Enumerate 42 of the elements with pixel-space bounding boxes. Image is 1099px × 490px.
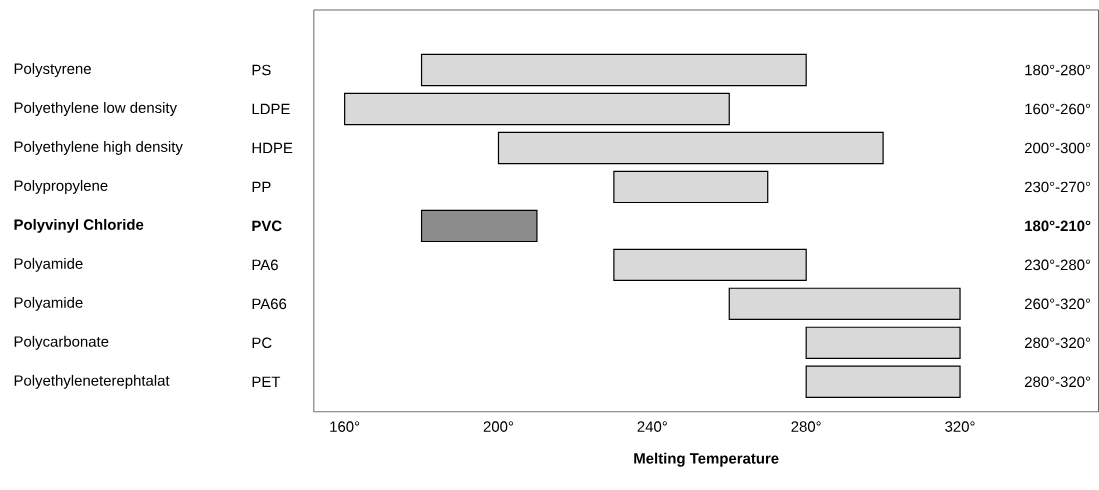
x-tick-label: 200° [483, 421, 514, 432]
y2-tick-label: PP [252, 181, 271, 193]
bar [613, 248, 807, 282]
y2-tick-label: LDPE [252, 103, 290, 115]
x-tick-label: 240° [637, 421, 667, 432]
y-tick-label: Polyethyleneterephtalat [14, 374, 170, 389]
bar [805, 326, 961, 360]
bar [420, 53, 807, 87]
annotation: 180°-210° [1025, 220, 1091, 232]
y2-tick-label: PA6 [252, 259, 278, 271]
y-tick-label: Polycarbonate [14, 335, 109, 350]
y2-tick-label: PVC [252, 220, 282, 232]
x-axis-title: Melting Temperature [634, 452, 779, 467]
annotation: 230°-270° [1024, 181, 1091, 193]
x-tick-label: 320° [945, 421, 975, 432]
y-tick-label: Polyamide [14, 258, 83, 272]
bar [805, 365, 961, 399]
annotation: 280°-320° [1024, 337, 1091, 349]
annotation: 200°-300° [1024, 142, 1091, 154]
annotation: 260°-320° [1024, 298, 1091, 310]
bar [728, 287, 961, 321]
y2-tick-label: HDPE [252, 142, 293, 154]
y-tick-label: Polyethylene high density [14, 141, 183, 156]
bar [497, 131, 884, 165]
y2-tick-label: PA66 [252, 298, 287, 310]
x-tick-label: 280° [791, 421, 821, 432]
y-tick-label: Polypropylene [14, 180, 108, 194]
bar [420, 209, 538, 243]
y2-tick-label: PS [252, 64, 271, 76]
y-tick-label: Polystyrene [14, 63, 91, 78]
y2-tick-label: PET [252, 376, 281, 388]
y-tick-label: Polyethylene low density [14, 102, 178, 117]
y2-tick-label: PC [252, 337, 272, 349]
bar [613, 170, 769, 204]
annotation: 180°-280° [1025, 64, 1091, 76]
annotation: 280°-320° [1024, 376, 1091, 388]
bar [344, 92, 730, 126]
y-tick-label: Polyamide [14, 297, 83, 311]
annotation: 230°-280° [1024, 259, 1091, 271]
y-tick-label: Polyvinyl Chloride [14, 219, 144, 233]
x-tick-label: 160° [330, 421, 360, 432]
annotation: 160°-260° [1025, 103, 1091, 115]
